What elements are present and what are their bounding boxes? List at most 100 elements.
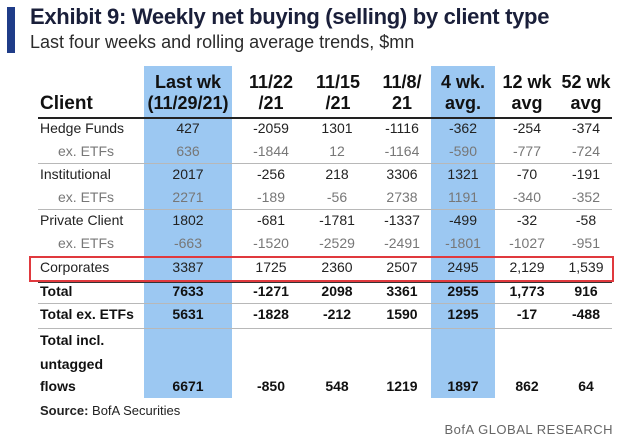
header-line: 21: [391, 93, 413, 113]
table-cell: 1321: [447, 166, 479, 182]
table-cell: 5631: [172, 306, 204, 322]
table-cell: -499: [448, 212, 478, 228]
row-label: ex. ETFs: [58, 189, 115, 205]
table-cell: 2495: [447, 259, 479, 275]
table-cell: -56: [326, 189, 348, 205]
table-cell: -590: [448, 143, 478, 159]
table-cell: -189: [256, 189, 286, 205]
row-label: flows: [40, 378, 76, 394]
table-cell: -1520: [253, 235, 289, 251]
table-cell: 548: [325, 378, 349, 394]
brand-footer: BofA GLOBAL RESEARCH: [444, 422, 613, 437]
table-cell: 636: [176, 143, 200, 159]
row-divider: [38, 303, 612, 304]
table-cell: -2059: [253, 120, 289, 136]
table-cell: -2529: [319, 235, 355, 251]
row-label: Hedge Funds: [40, 120, 125, 136]
header-line: (11/29/21): [147, 93, 229, 113]
header-11-8: 11/8/ 21: [369, 72, 435, 114]
table-cell: -1027: [509, 235, 545, 251]
header-line: 11/8/: [382, 72, 422, 92]
table-cell: 2098: [321, 283, 353, 299]
table-cell: -663: [173, 235, 203, 251]
table-cell: -70: [516, 166, 538, 182]
table-cell: -2491: [384, 235, 420, 251]
header-11-22: 11/22 /21: [238, 72, 304, 114]
header-line: avg: [570, 93, 602, 113]
table-cell: -724: [571, 143, 601, 159]
table-cell: 218: [325, 166, 349, 182]
table-cell: -1828: [253, 306, 289, 322]
table-cell: -1781: [319, 212, 355, 228]
header-rule: [38, 117, 612, 119]
table-cell: -777: [512, 143, 542, 159]
table-cell: -256: [256, 166, 286, 182]
table-cell: -212: [322, 306, 352, 322]
header-line: /21: [325, 93, 351, 113]
table-cell: -32: [516, 212, 538, 228]
header-11-15: 11/15 /21: [305, 72, 371, 114]
row-divider: [38, 328, 612, 329]
row-label: Total: [40, 283, 73, 299]
table-cell: 2271: [172, 189, 204, 205]
header-12wk-avg: 12 wk avg: [497, 72, 557, 114]
table-cell: 1590: [386, 306, 418, 322]
table-cell: 1725: [255, 259, 287, 275]
table-cell: 3361: [386, 283, 418, 299]
table-cell: 64: [578, 378, 594, 394]
header-line: avg.: [444, 93, 482, 113]
table-cell: 1191: [447, 189, 479, 205]
table-cell: 3306: [386, 166, 418, 182]
table-cell: -1801: [445, 235, 481, 251]
highlight-4wk-avg-column: [431, 66, 495, 398]
table-cell: -1844: [253, 143, 289, 159]
row-label: Private Client: [40, 212, 124, 228]
table-cell: 1219: [386, 378, 418, 394]
table-cell: -681: [256, 212, 286, 228]
header-4wk-avg: 4 wk. avg.: [431, 72, 495, 114]
table-cell: 2738: [386, 189, 418, 205]
table-cell: 2017: [172, 166, 204, 182]
table-cell: 916: [574, 283, 598, 299]
table-cell: 427: [176, 120, 200, 136]
table-cell: -488: [571, 306, 601, 322]
header-line: 12 wk: [502, 72, 552, 92]
table-cell: 1295: [447, 306, 479, 322]
accent-bar: [7, 7, 15, 53]
highlight-last-week-column: [144, 66, 232, 398]
table-cell: 1301: [321, 120, 353, 136]
table-cell: 1,539: [568, 259, 604, 275]
table-cell: 1897: [447, 378, 479, 394]
table-cell: 6671: [172, 378, 204, 394]
header-line: 11/22: [248, 72, 294, 92]
row-divider: [38, 209, 612, 210]
row-label: Institutional: [40, 166, 111, 182]
table-cell: -17: [516, 306, 538, 322]
row-label: ex. ETFs: [58, 143, 115, 159]
corporates-callout-box: [29, 256, 614, 282]
exhibit-subtitle: Last four weeks and rolling average tren…: [30, 32, 415, 52]
table-cell: 2360: [321, 259, 353, 275]
table-cell: -362: [448, 120, 478, 136]
table-cell: -254: [512, 120, 542, 136]
row-divider: [38, 163, 612, 164]
table-cell: 2507: [386, 259, 418, 275]
source-label: Source:: [40, 403, 89, 418]
exhibit-title: Exhibit 9: Weekly net buying (selling) b…: [30, 4, 550, 29]
table-cell: 862: [515, 378, 539, 394]
header-client: Client: [40, 93, 93, 114]
table-cell: 7633: [172, 283, 204, 299]
source-note: Source: BofA Securities: [40, 403, 180, 418]
row-label: Total incl.: [40, 332, 105, 348]
header-last-week: Last wk (11/29/21): [139, 72, 237, 114]
table-cell: -1116: [385, 120, 419, 136]
table-cell: -352: [571, 189, 601, 205]
header-line: /21: [258, 93, 284, 113]
row-label: Corporates: [40, 259, 110, 275]
header-line: 11/15: [315, 72, 361, 92]
table-cell: -1271: [253, 283, 289, 299]
header-line: avg: [511, 93, 543, 113]
table-cell: -58: [575, 212, 597, 228]
table-cell: 3387: [172, 259, 204, 275]
header-line: 52 wk: [561, 72, 611, 92]
